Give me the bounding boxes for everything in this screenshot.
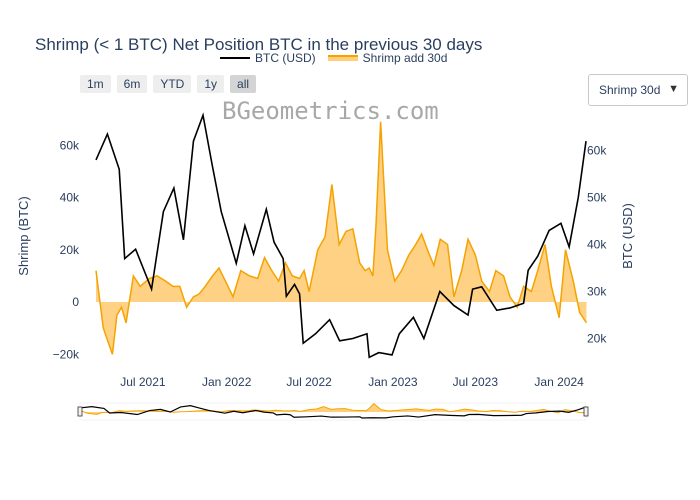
y-left-axis-title: Shrimp (BTC) [16,196,31,275]
range-button-ytd[interactable]: YTD [153,75,192,93]
range-slider-handle-right[interactable] [583,406,589,417]
y-right-axis-title: BTC (USD) [620,203,635,269]
range-button-6m[interactable]: 6m [116,75,148,93]
y-left-tick-label: 0 [72,295,79,309]
legend-area-swatch [327,55,358,61]
y-right-tick-label: 50k [587,191,607,205]
y-right-tick-label: 30k [587,285,607,299]
x-tick-label: Jan 2022 [202,375,252,389]
x-tick-label: Jul 2021 [120,375,166,389]
chevron-down-icon: ▼ [668,83,679,95]
x-tick-label: Jan 2024 [534,375,584,389]
y-left-tick-label: 20k [60,243,80,257]
y-left-tick-label: −20k [53,347,80,361]
x-tick-label: Jul 2023 [453,375,499,389]
range-button-all[interactable]: all [230,75,257,93]
chart-title: Shrimp (< 1 BTC) Net Position BTC in the… [35,35,483,54]
legend-item-shrimp[interactable]: Shrimp add 30d [327,51,448,65]
range-slider-handle-left[interactable] [77,406,83,417]
dropdown-selected-value: Shrimp 30d [599,83,661,97]
legend-label-btc: BTC (USD) [255,51,316,65]
y-right-tick-label: 20k [587,332,607,346]
y-right-tick-label: 40k [587,238,607,252]
watermark: BGeometrics.com [222,97,439,125]
x-tick-label: Jul 2022 [286,375,332,389]
range-slider-btc-line [79,405,587,419]
x-tick-label: Jan 2023 [368,375,418,389]
shrimp-area-fill [96,121,587,355]
y-right-tick-label: 60k [587,144,607,158]
legend: BTC (USD) Shrimp add 30d [220,51,447,65]
range-slider-shrimp-area [80,403,587,415]
range-button-1y[interactable]: 1y [197,75,225,93]
series-dropdown[interactable]: Shrimp 30d ▼ [588,74,688,106]
range-button-1m[interactable]: 1m [80,75,111,93]
shrimp-series-line [95,121,588,355]
y-left-tick-label: 40k [60,191,80,205]
legend-label-shrimp: Shrimp add 30d [362,51,448,65]
range-selector: 1m 6m YTD 1y all [80,75,257,93]
btc-price-line [95,112,587,359]
legend-item-btc[interactable]: BTC (USD) [220,51,316,65]
legend-line-swatch [220,57,250,59]
y-left-tick-label: 60k [60,138,80,152]
